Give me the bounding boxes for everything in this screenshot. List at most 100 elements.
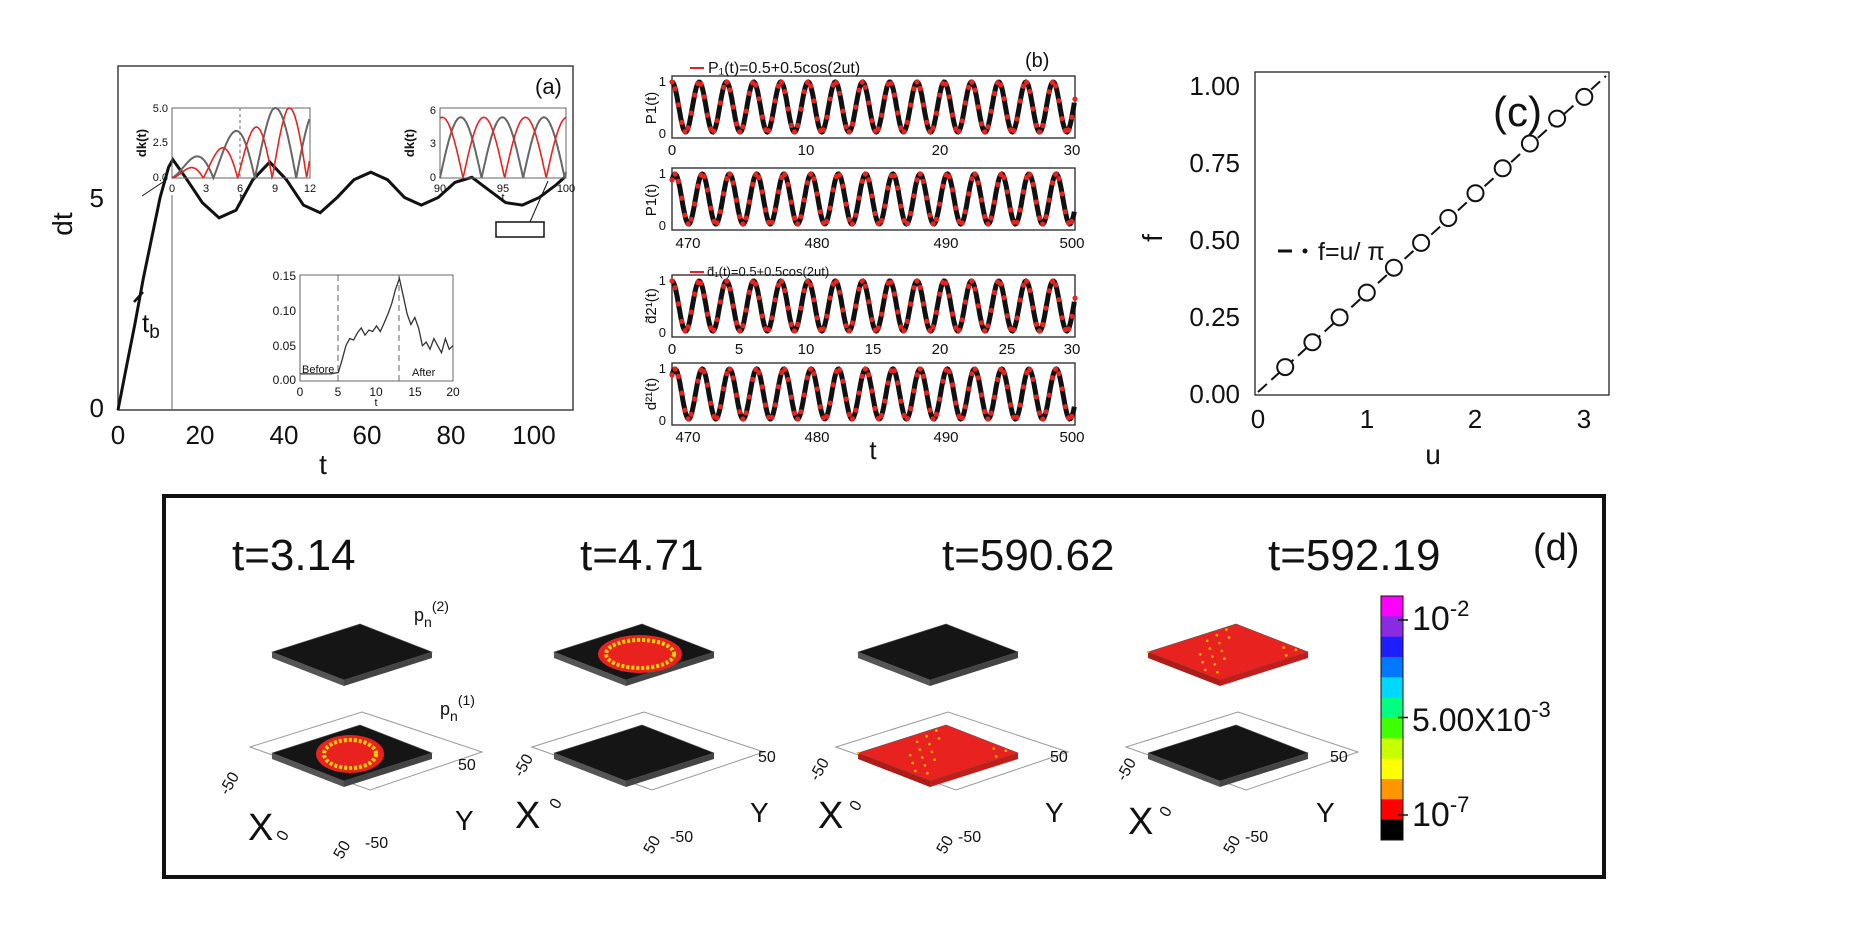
d-snapshot-2 — [530, 623, 766, 791]
d1-upper-plate-top — [271, 623, 433, 681]
b3-marker-19 — [730, 303, 736, 309]
b3-marker-113 — [1033, 321, 1039, 327]
b1-marker-109 — [1020, 83, 1026, 89]
b2-marker-109 — [1020, 189, 1026, 195]
b1-marker-20 — [733, 121, 740, 127]
b4-marker-67 — [885, 380, 891, 386]
panel-d: (d) t=3.14 t=4.71 t=590.62 t=592.19 pn(2… — [162, 494, 1606, 879]
d2-axis-y: Y — [750, 797, 769, 828]
b1-marker-18 — [727, 87, 733, 93]
b3-xtick-20: 20 — [932, 341, 949, 358]
b2-marker-55 — [846, 216, 852, 222]
b2-marker-70 — [895, 185, 901, 191]
c-marker-0 — [1276, 358, 1295, 377]
b4-marker-61 — [866, 372, 872, 378]
b1-marker-99 — [988, 108, 994, 114]
b2-xtick-470: 470 — [675, 235, 700, 252]
b4-marker-82 — [933, 411, 940, 417]
b3-marker-36 — [785, 305, 791, 311]
b3-marker-108 — [1017, 297, 1023, 303]
b3-marker-38 — [791, 328, 798, 334]
b4-marker-43 — [808, 366, 814, 372]
panel-a: (a) 0 20 40 60 80 100 t 0 5 dt tb 5.0 2. — [47, 65, 575, 480]
b2-marker-91 — [962, 209, 969, 215]
b2-marker-16 — [721, 191, 727, 197]
b2-ylabel: P1(t) — [643, 184, 660, 217]
d-time-1: t=3.14 — [232, 531, 356, 580]
b2-subplot: 1 0 P1(t) 470 480 490 500 — [643, 166, 1085, 252]
a-inset1-red-line — [171, 107, 311, 180]
b3-marker-69 — [891, 291, 898, 297]
b4-marker-2 — [675, 373, 682, 379]
b1-marker-51 — [833, 80, 840, 86]
d4-upper-plate-speck-3 — [1216, 670, 1219, 674]
b4-marker-40 — [798, 409, 804, 415]
b1-marker-37 — [788, 122, 794, 128]
b3-marker-70 — [895, 309, 901, 315]
b4-marker-54 — [843, 396, 849, 402]
c-xtick-1: 1 — [1360, 404, 1374, 434]
panel-b: (b) P₁(t)=0.5+0.5cos(2ut) 1 0 P1(t) 0 10… — [643, 50, 1085, 465]
a-inset1-pointer — [141, 179, 167, 197]
b3-marker-86 — [946, 293, 952, 299]
b4-marker-87 — [949, 382, 956, 388]
d3-lower-plate-speck-14 — [911, 761, 914, 765]
a-xtick-40: 40 — [270, 420, 299, 450]
b1-marker-9 — [698, 81, 704, 87]
b2-marker-69 — [891, 173, 898, 179]
c-marker-6 — [1439, 209, 1458, 227]
b3-marker-96 — [978, 320, 985, 326]
b4-marker-7 — [692, 396, 698, 402]
d-colorbar-swatch-2 — [1381, 636, 1403, 658]
b2-marker-32 — [772, 207, 778, 213]
b3-marker-39 — [795, 321, 801, 327]
b3-xtick-0: 0 — [668, 341, 676, 358]
a-xtick-100: 100 — [512, 420, 555, 450]
d3-tick-m50: -50 — [807, 755, 833, 784]
b3-marker-5 — [685, 324, 691, 330]
d3-lower-plate-speck-15 — [915, 740, 919, 744]
b1-marker-48 — [824, 114, 830, 120]
d3-lower-plate-speck-10 — [925, 734, 929, 738]
b2-marker-76 — [914, 177, 920, 183]
b4-marker-119 — [1053, 366, 1059, 372]
a-inset3-frame — [299, 274, 454, 382]
b2-marker-90 — [959, 220, 965, 226]
d-snapshot-1 — [248, 623, 484, 791]
d2-tick-0: 0 — [547, 796, 566, 812]
d2-lower-plate-side-right — [626, 753, 714, 787]
b1-marker-92 — [966, 84, 972, 90]
d2-upper-plate-side-left — [554, 652, 626, 686]
b4-marker-60 — [862, 366, 869, 372]
c-ytick-075: 0.75 — [1189, 148, 1240, 178]
b4-marker-94 — [972, 366, 978, 372]
b1-marker-30 — [766, 128, 772, 134]
b2-marker-86 — [946, 173, 952, 180]
b1-marker-2 — [675, 102, 682, 108]
b1-marker-102 — [998, 82, 1004, 88]
b3-marker-24 — [746, 289, 753, 295]
d-colorbar-swatch-9 — [1381, 779, 1403, 800]
b3-marker-37 — [788, 321, 794, 327]
b1-marker-117 — [1046, 89, 1052, 95]
b2-marker-60 — [862, 171, 869, 177]
b4-marker-100 — [991, 394, 998, 400]
a-inset2-red-line — [439, 116, 567, 179]
b3-marker-58 — [856, 286, 862, 292]
panel-c-frame — [1254, 71, 1610, 396]
b1-marker-3 — [679, 119, 685, 125]
b2-marker-97 — [982, 214, 988, 220]
b4-marker-6 — [688, 411, 694, 417]
b4-marker-52 — [837, 367, 843, 373]
b1-marker-75 — [911, 86, 917, 92]
b2-marker-122 — [1062, 209, 1068, 215]
b4-marker-41 — [801, 392, 807, 398]
b3-marker-4 — [682, 328, 688, 334]
d1-upper-plate-side-right — [344, 652, 432, 686]
b1-xtick-30: 30 — [1064, 142, 1081, 159]
b2-marker-80 — [927, 212, 933, 218]
b1-marker-94 — [972, 87, 978, 93]
b2-marker-112 — [1030, 181, 1036, 187]
d4-axis-y: Y — [1316, 797, 1335, 828]
b2-marker-1 — [672, 171, 678, 177]
